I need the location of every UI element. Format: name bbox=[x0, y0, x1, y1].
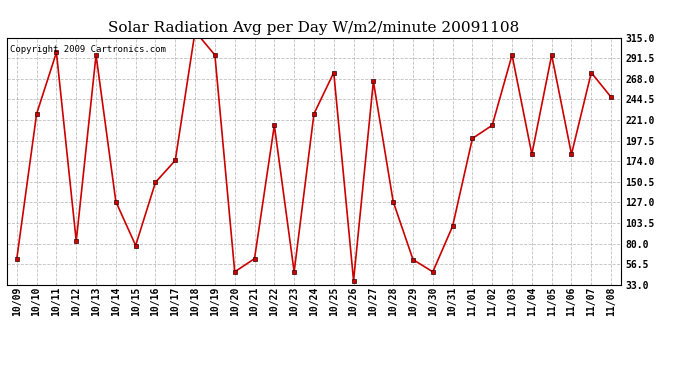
Text: Copyright 2009 Cartronics.com: Copyright 2009 Cartronics.com bbox=[10, 45, 166, 54]
Title: Solar Radiation Avg per Day W/m2/minute 20091108: Solar Radiation Avg per Day W/m2/minute … bbox=[108, 21, 520, 35]
